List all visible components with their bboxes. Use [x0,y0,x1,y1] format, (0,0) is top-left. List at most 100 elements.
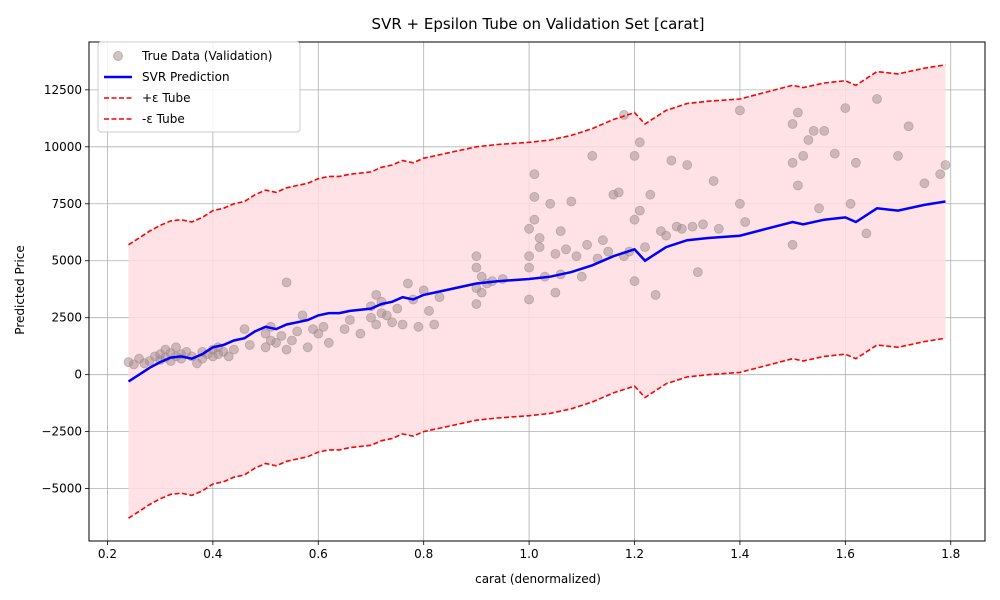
data-point [387,317,398,328]
data-point [524,223,534,234]
data-point [313,328,324,339]
data-point [529,169,540,180]
y-tick-label: −5000 [41,482,82,496]
data-point [682,160,693,170]
legend-box [97,41,301,133]
data-point [534,242,545,253]
data-point [561,244,571,255]
data-point [861,228,872,239]
data-point [471,262,482,273]
plot-area [88,41,986,542]
x-tick-label: 1.8 [941,547,960,561]
data-point [587,150,598,161]
data-point [244,340,255,350]
x-tick-label: 1.6 [836,547,855,561]
data-point [566,196,577,207]
data-point [276,330,287,341]
legend-marker-true-data [113,51,123,61]
data-point [339,324,350,335]
data-point [366,312,376,323]
y-tick-label: 12500 [44,83,82,97]
data-point [524,294,534,305]
lower-epsilon-tube-line [128,337,946,519]
legend: True Data (Validation) SVR Prediction +ε… [97,41,301,133]
data-point [798,150,809,161]
data-point [371,289,382,300]
data-point [271,337,282,348]
x-tick-label: 0.8 [414,547,433,561]
data-point [529,191,540,202]
data-point [793,107,803,118]
x-tick-label: 0.4 [203,547,222,561]
data-point [292,326,303,337]
data-point [571,251,582,262]
legend-label-true-data: True Data (Validation) [141,49,272,63]
data-point [903,121,914,132]
data-point [529,214,540,225]
x-tick-label: 1.0 [520,547,539,561]
data-point [371,319,382,330]
data-point [397,319,408,330]
data-point [429,319,440,330]
data-point [708,176,719,186]
data-point [223,351,234,362]
data-point [318,321,329,332]
data-point [598,235,608,246]
data-point [687,221,698,232]
data-point [735,105,745,116]
y-tick-label: 7500 [51,197,82,211]
data-point [666,155,677,166]
data-point [524,262,534,273]
data-point [634,137,645,148]
y-tick-label: 5000 [51,254,82,268]
x-tick-label: 0.6 [309,547,328,561]
y-tick-label: 10000 [44,140,82,154]
y-axis-ticks: −5000 −2500 0 2500 5000 7500 10000 12500 [41,83,89,496]
data-point [286,335,297,346]
data-point [534,233,545,243]
legend-label-lower-tube: -ε Tube [142,112,185,126]
data-point [524,251,534,262]
x-axis-label: carat (denormalized) [475,572,601,586]
data-point [740,217,751,227]
x-tick-label: 1.4 [730,547,749,561]
data-point [344,315,355,325]
data-point [692,267,703,278]
data-point [808,125,819,136]
chart-title: SVR + Epsilon Tube on Validation Set [ca… [372,15,705,33]
data-point [640,242,650,253]
data-point [793,180,803,191]
y-axis-label: Predicted Price [13,245,27,334]
data-point [550,248,561,259]
data-point [381,310,392,321]
data-point [819,125,830,136]
data-point [413,321,424,332]
data-point [677,223,687,234]
data-point [661,230,671,241]
data-point [545,198,556,209]
data-point [845,198,856,209]
data-point [323,337,334,348]
data-point [302,342,313,353]
legend-label-svr-prediction: SVR Prediction [142,70,230,84]
y-tick-label: 0 [74,368,82,382]
data-point [260,342,271,353]
data-point [297,310,308,321]
data-point [872,94,882,104]
data-point [893,150,903,161]
epsilon-tube-fill [128,64,946,519]
data-point [629,214,640,225]
data-point [787,239,798,250]
y-tick-label: 2500 [51,311,82,325]
data-point [919,178,930,189]
data-point [392,303,403,314]
svr-prediction-line [127,200,946,383]
data-point [629,276,640,287]
data-point [471,299,482,309]
data-point [787,157,798,168]
data-point [851,157,861,168]
data-point [402,278,413,289]
data-point [935,169,946,180]
data-point [281,344,292,355]
